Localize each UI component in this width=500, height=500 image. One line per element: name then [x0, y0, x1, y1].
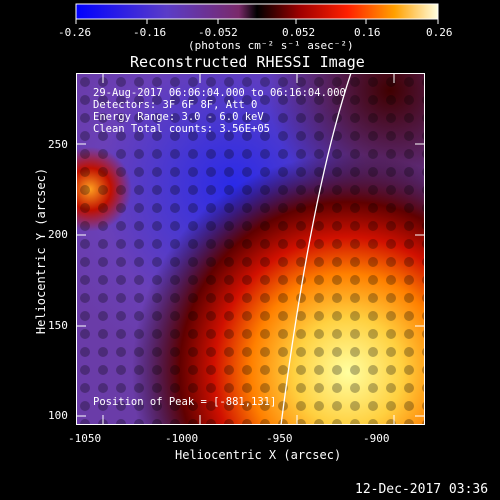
colorbar-tick-label: 0.16: [354, 26, 381, 39]
axis-ticks: [76, 73, 425, 425]
colorbar-tick-label: -0.052: [198, 26, 238, 39]
colorbar-gradient: [75, 3, 439, 20]
y-tick-label: 150: [48, 319, 68, 332]
plot-frame: [76, 73, 425, 425]
x-tick-label: -1050: [68, 432, 102, 445]
info-line: 29-Aug-2017 06:06:04.000 to 06:16:04.000: [93, 87, 346, 99]
y-axis-label: Heliocentric Y (arcsec): [34, 167, 49, 335]
colorbar-units-label: (photons cm⁻² s⁻¹ asec⁻²): [188, 39, 354, 52]
peak-position-label: Position of Peak = [-881,131]: [93, 396, 277, 408]
plot-title: Reconstructed RHESSI Image: [130, 53, 365, 71]
y-tick-label: 200: [48, 228, 68, 241]
info-line: Detectors: 3F 6F 8F, Att 0: [93, 99, 258, 111]
y-tick-label: 250: [48, 138, 68, 151]
info-line: Energy Range: 3.0 - 6.0 keV: [93, 111, 264, 123]
colorbar: [75, 3, 439, 24]
x-tick-label: -900: [363, 432, 390, 445]
colorbar-tick-label: 0.26: [426, 26, 453, 39]
colorbar-tick-label: 0.052: [282, 26, 316, 39]
x-tick-label: -1000: [165, 432, 199, 445]
colorbar-tick-label: -0.16: [133, 26, 167, 39]
rhessi-image: [76, 73, 425, 425]
x-tick-label: -950: [266, 432, 293, 445]
footer-timestamp: 12-Dec-2017 03:36: [355, 482, 489, 497]
solar-limb-line: [280, 73, 352, 425]
x-axis-label: Heliocentric X (arcsec): [175, 448, 342, 462]
colorbar-tick-label: -0.26: [58, 26, 92, 39]
info-line: Clean Total counts: 3.56E+05: [93, 123, 271, 135]
y-tick-label: 100: [48, 409, 68, 422]
